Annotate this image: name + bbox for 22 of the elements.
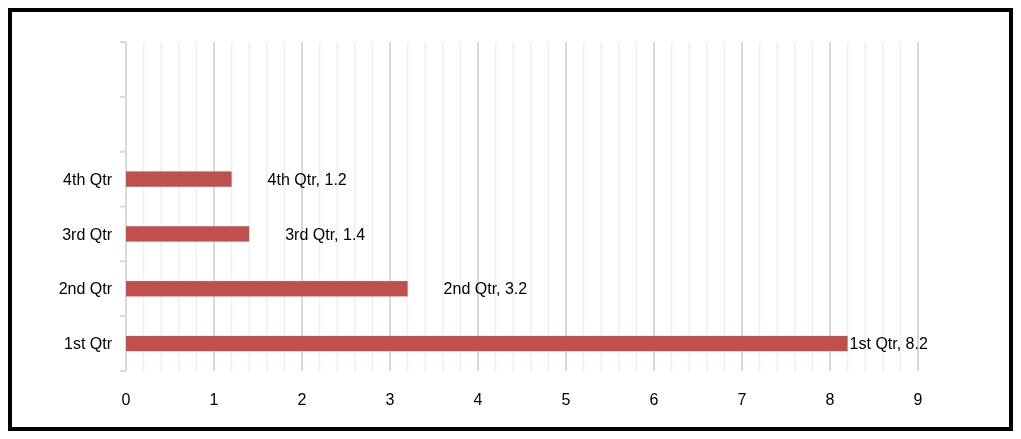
x-tick-label: 2	[297, 390, 307, 408]
x-tick-label: 9	[913, 390, 923, 408]
y-tick-label: 1st Qtr	[63, 335, 113, 353]
data-label: 4th Qtr, 1.2	[267, 170, 347, 188]
x-tick-label: 0	[121, 390, 131, 408]
x-tick-label: 3	[385, 390, 395, 408]
x-tick-label: 8	[825, 390, 835, 408]
x-tick-label: 5	[561, 390, 571, 408]
y-tick-label: 4th Qtr	[63, 170, 113, 188]
x-tick-label: 1	[209, 390, 219, 408]
x-tick-label: 6	[649, 390, 659, 408]
y-tick-label: 3rd Qtr	[62, 225, 113, 243]
bar	[126, 335, 848, 352]
bar	[126, 171, 232, 187]
bar	[126, 281, 408, 297]
x-tick-label: 4	[473, 390, 483, 408]
data-label: 3rd Qtr, 1.4	[285, 225, 366, 243]
y-tick-label: 2nd Qtr	[58, 280, 113, 298]
bar	[126, 226, 250, 242]
x-tick-label: 7	[737, 390, 747, 408]
data-label: 1st Qtr, 8.2	[849, 335, 928, 353]
data-label: 2nd Qtr, 3.2	[443, 280, 528, 298]
